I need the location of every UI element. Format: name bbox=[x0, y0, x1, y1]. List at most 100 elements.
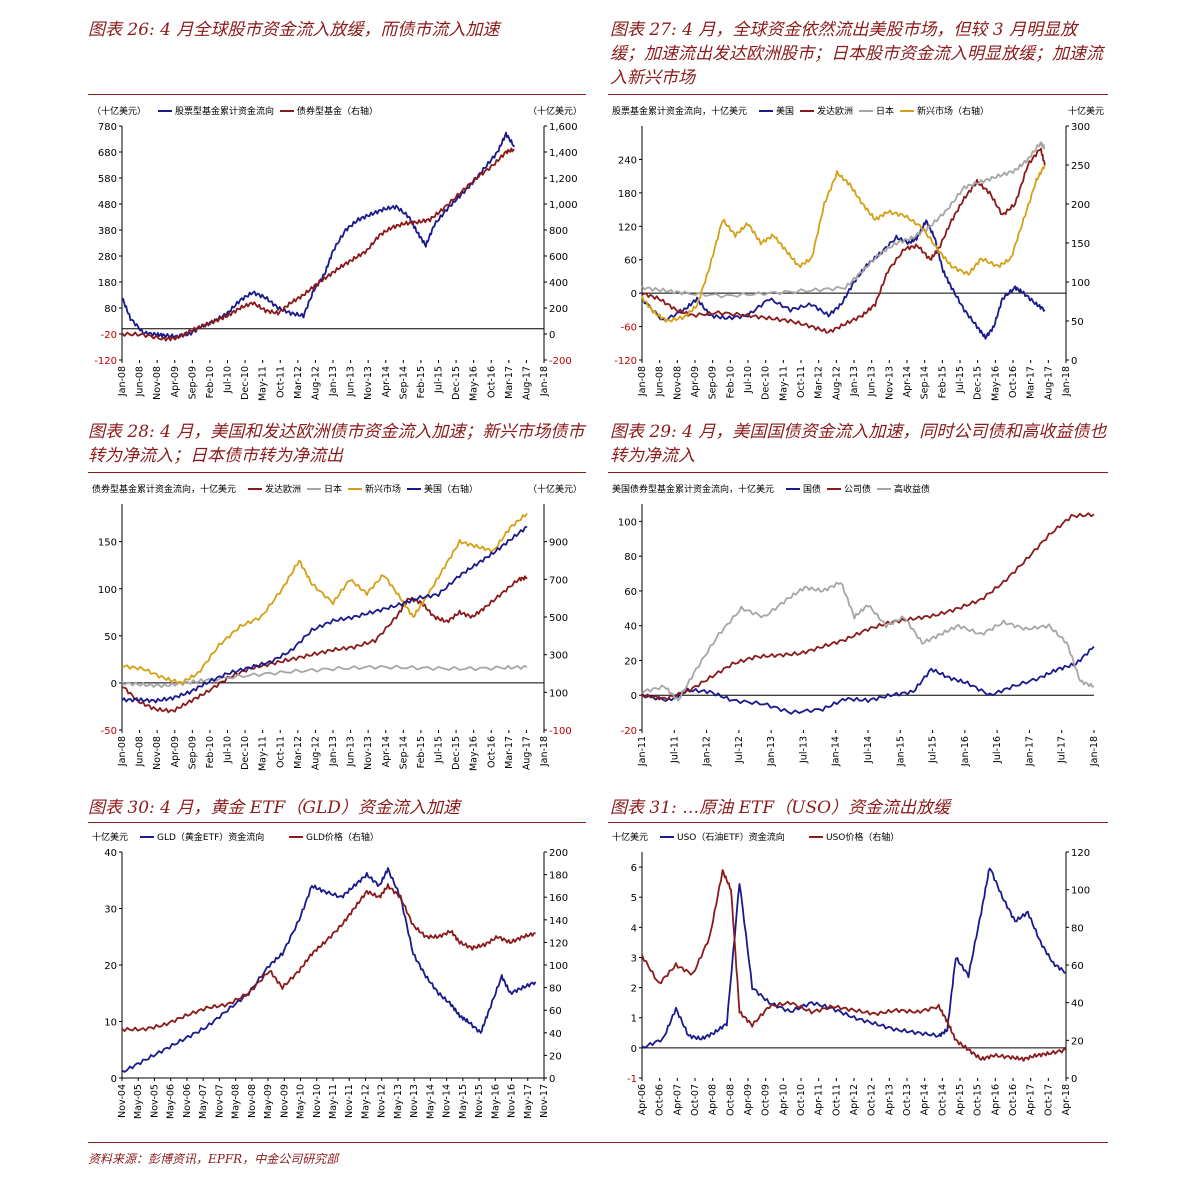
x-tick-label: Sep-14 bbox=[398, 736, 409, 769]
axes: -20 0 20 40 60 80 100 Jan-11 Jul-11 Jan-12 Jul-12 J… bbox=[618, 504, 1100, 767]
x-tick-label: Jul-15 bbox=[955, 366, 966, 394]
x-tick-label: Dec-15 bbox=[451, 366, 462, 400]
x-tick-label: Nov-05 bbox=[149, 1084, 160, 1118]
x-tick-label: Jun-08 bbox=[655, 366, 666, 397]
axes: -120 -60 0 60 120 180 240 0 50 100 150 200 250 300 Jan… bbox=[614, 122, 1090, 401]
y-tick-label: -120 bbox=[614, 356, 637, 367]
chart-27-title: 图表 27: 4 月，全球资金依然流出美股市场，但较 3 月明显放缓；加速流出发… bbox=[610, 20, 1103, 88]
legend-item: 公司债 bbox=[827, 483, 871, 495]
x-tick-label: Oct-17 bbox=[1043, 1084, 1054, 1116]
x-tick-label: Mar-17 bbox=[504, 366, 515, 399]
chart-31-title: 图表 31: …原油 ETF（USO）资金流出放缓 bbox=[610, 798, 951, 818]
x-tick-label: Jun-08 bbox=[135, 736, 146, 767]
x-tick-label: Mar-12 bbox=[293, 736, 304, 769]
left-unit-label: 股票基金累计资金流向，十亿美元 bbox=[612, 105, 747, 117]
y2-tick-label: 400 bbox=[549, 278, 568, 289]
legend-item: USO价格（右轴） bbox=[809, 831, 899, 843]
y2-tick-label: 900 bbox=[549, 538, 568, 549]
x-tick-label: May-13 bbox=[393, 1084, 404, 1119]
y-tick-label: -20 bbox=[621, 726, 637, 737]
x-tick-label: Oct-09 bbox=[761, 1084, 772, 1116]
chart-30: 十亿美元 GLD（黄金ETF）资金流向 GLD价格（右轴） 0 10 20 30 40 0 20 4… bbox=[88, 826, 586, 1136]
x-tick-label: Nov-12 bbox=[377, 1084, 388, 1118]
x-tick-label: Nov-14 bbox=[442, 1084, 453, 1118]
x-tick-label: Dec-10 bbox=[240, 366, 251, 400]
y-tick-label: -120 bbox=[94, 356, 117, 367]
x-tick-label: May-11 bbox=[328, 1084, 339, 1119]
x-tick-label: Nov-17 bbox=[539, 1084, 550, 1118]
x-tick-label: May-11 bbox=[258, 736, 269, 771]
legend-item: 国债 bbox=[786, 483, 821, 495]
left-unit-label: 债券型基金累计资金流向，十亿美元 bbox=[92, 483, 236, 495]
y-tick-label: 3 bbox=[631, 953, 637, 964]
x-tick-label: Jan-13 bbox=[328, 736, 339, 767]
x-tick-label: Dec-10 bbox=[240, 736, 251, 770]
x-tick-label: Jan-16 bbox=[960, 736, 971, 767]
x-tick-label: Apr-07 bbox=[672, 1084, 683, 1115]
x-tick-label: Jan-08 bbox=[637, 366, 648, 397]
series-line bbox=[121, 867, 537, 1073]
legend-item: GLD价格（右轴） bbox=[289, 831, 379, 843]
x-tick-label: Mar-12 bbox=[814, 366, 825, 399]
y2-tick-label: 0 bbox=[549, 330, 555, 341]
legend-item: 日本 bbox=[859, 105, 894, 117]
series-line bbox=[641, 867, 1067, 1049]
x-tick-label: Nov-13 bbox=[363, 736, 374, 770]
y2-tick-label: 50 bbox=[1071, 317, 1084, 328]
svg-text:债券型基金（右轴）: 债券型基金（右轴） bbox=[297, 105, 378, 117]
legend-item: 发达欧洲 bbox=[800, 105, 853, 117]
y2-tick-label: 80 bbox=[549, 984, 562, 995]
series-line bbox=[641, 219, 1046, 340]
axes: 0 10 20 30 40 0 20 40 60 80 100 120 140 160 180 200 Nov-… bbox=[104, 848, 568, 1119]
chart-28: 债券型基金累计资金流向，十亿美元 发达欧洲 日本 新兴市场 美国（右轴） （十亿美元） -5… bbox=[88, 478, 586, 788]
x-tick-label: Jan-11 bbox=[637, 736, 648, 767]
y2-tick-label: 150 bbox=[1071, 239, 1090, 250]
legend-item: 新兴市场（右轴） bbox=[900, 105, 989, 117]
x-tick-label: Apr-18 bbox=[1061, 1084, 1072, 1115]
x-tick-label: May-16 bbox=[990, 366, 1001, 401]
x-tick-label: Jan-13 bbox=[328, 366, 339, 397]
y2-tick-label: 60 bbox=[549, 1006, 562, 1017]
x-tick-label: Oct-11 bbox=[796, 366, 807, 398]
x-tick-label: Nov-13 bbox=[884, 366, 895, 400]
x-tick-label: Aug-17 bbox=[521, 366, 532, 400]
x-tick-label: Feb-10 bbox=[205, 736, 216, 768]
chart-27: 股票基金累计资金流向，十亿美元 美国 发达欧洲 日本 新兴市场（右轴） 十亿美元 -120-… bbox=[608, 100, 1108, 418]
x-tick-label: Oct-16 bbox=[486, 736, 497, 768]
svg-text:新兴市场（右轴）: 新兴市场（右轴） bbox=[917, 105, 989, 117]
x-tick-label: May-14 bbox=[425, 1084, 436, 1119]
axes: -50 0 50 100 150 -100 100 300 500 700 900 Jan-08 Jun… bbox=[98, 504, 572, 771]
series-line bbox=[121, 883, 536, 1032]
series-line bbox=[121, 525, 528, 704]
y-tick-label: 100 bbox=[618, 517, 637, 528]
svg-text:高收益债: 高收益债 bbox=[894, 483, 930, 495]
x-tick-label: Nov-16 bbox=[507, 1084, 518, 1118]
x-tick-label: Apr-14 bbox=[381, 736, 392, 767]
x-tick-label: Jan-14 bbox=[831, 736, 842, 767]
y2-tick-label: -200 bbox=[549, 356, 572, 367]
y2-tick-label: 20 bbox=[1071, 1036, 1084, 1047]
y-tick-label: 180 bbox=[98, 278, 117, 289]
right-unit-label: 十亿美元 bbox=[1068, 105, 1104, 117]
svg-text:公司债: 公司债 bbox=[844, 483, 871, 495]
series-line bbox=[641, 869, 1067, 1062]
y2-tick-label: 100 bbox=[1071, 886, 1090, 897]
series-line bbox=[121, 147, 515, 342]
y2-tick-label: 500 bbox=[549, 613, 568, 624]
x-tick-label: May-12 bbox=[360, 1084, 371, 1119]
chart-28-title: 图表 28: 4 月，美国和发达欧洲债市资金流入加速；新兴市场债市转为净流入；日… bbox=[88, 422, 585, 466]
x-tick-label: Jul-15 bbox=[434, 736, 445, 764]
y-tick-label: 1 bbox=[631, 1014, 637, 1025]
y2-tick-label: 250 bbox=[1071, 161, 1090, 172]
x-tick-label: Oct-16 bbox=[486, 366, 497, 398]
x-tick-label: Nov-11 bbox=[344, 1084, 355, 1118]
y-tick-label: 6 bbox=[631, 863, 637, 874]
chart-31: 十亿美元 USO（石油ETF）资金流向 USO价格（右轴） -1 0 1 2 3 4 5 6 0 20 4… bbox=[608, 826, 1108, 1136]
legend-item: 美国 bbox=[759, 105, 794, 117]
divider bbox=[88, 472, 586, 473]
divider bbox=[88, 94, 586, 95]
x-tick-label: Jan-13 bbox=[766, 736, 777, 767]
x-tick-label: Oct-16 bbox=[1008, 366, 1019, 398]
y2-tick-label: 120 bbox=[549, 938, 568, 949]
